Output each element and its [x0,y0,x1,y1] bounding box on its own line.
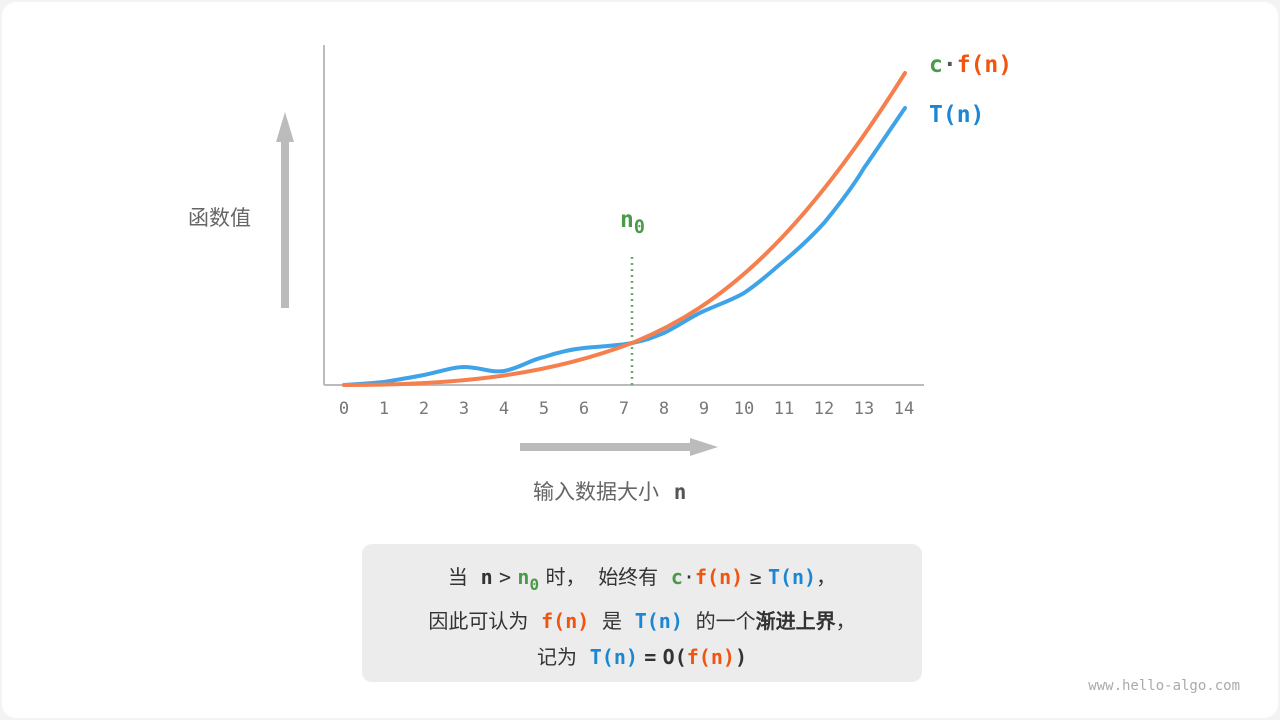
x-tick-label: 10 [734,399,754,419]
caption-comma: ， [835,609,856,633]
legend-f: f(n) [956,52,1013,78]
y-axis-label: 函数值 [188,206,251,230]
x-arrow-shaft [520,443,692,451]
caption-text: 因此可认为 [428,609,529,633]
caption-f: f(n) [686,645,735,669]
caption-text: 记为 [537,645,578,669]
caption-T: T(n) [589,645,638,669]
n0-n: n [620,207,634,233]
x-tick-label: 2 [419,399,429,419]
caption-n0-n: n [517,565,530,589]
caption-line-1: 当 n > n0 时， 始终有 c·f(n) ≥ T(n)， [362,559,922,603]
caption-upper-bound: 渐进上界 [755,609,836,633]
caption-line-2: 因此可认为 f(n) 是 T(n) 的一个渐进上界， [362,603,922,639]
x-ticks: 0 1 2 3 4 5 6 7 8 9 10 11 12 13 14 [339,399,914,419]
x-tick-label: 0 [339,399,349,419]
caption-eq: = [644,645,657,669]
x-tick-label: 14 [894,399,914,419]
caption-box: 当 n > n0 时， 始终有 c·f(n) ≥ T(n)， 因此可认为 f(n… [362,544,922,682]
caption-T: T(n) [634,609,683,633]
x-tick-label: 1 [379,399,389,419]
caption-n: n [480,565,493,589]
n0-label: n0 [620,207,645,238]
legend-T: T(n) [929,102,985,128]
x-tick-label: 13 [854,399,874,419]
legend-c: c [929,52,943,78]
caption-text: 始终有 [598,565,659,589]
caption-line-3: 记为 T(n) = O(f(n)) [362,639,922,675]
caption-text: 的一个 [695,609,756,633]
x-arrow-icon [690,438,718,456]
caption-text: 是 [602,609,622,633]
x-tick-label: 4 [499,399,509,419]
x-tick-label: 7 [619,399,629,419]
x-axis-var: n [673,480,687,504]
caption-gt: > [499,565,512,589]
x-tick-label: 6 [579,399,589,419]
T-curve [342,106,907,387]
n0-subscript: 0 [633,217,645,238]
caption-f: f(n) [541,609,590,633]
caption-n0-sub: 0 [529,575,540,594]
y-arrow-shaft [281,140,289,308]
y-arrow-icon [276,112,294,142]
caption-c: c [670,565,683,589]
legend-dot: · [942,52,957,78]
cf-curve [342,71,907,387]
caption-O-close: ) [734,645,747,669]
caption-O-open: O( [662,645,687,669]
watermark: www.hello-algo.com [1088,678,1240,694]
x-tick-label: 11 [774,399,794,419]
caption-dot: · [682,565,695,589]
caption-n0: n0 [517,565,539,594]
caption-comma: ， [816,565,837,589]
caption-f: f(n) [695,565,744,589]
x-tick-label: 12 [814,399,834,419]
caption-T: T(n) [767,565,817,589]
caption-geq: ≥ [749,565,762,589]
x-tick-label: 9 [699,399,709,419]
x-tick-label: 3 [459,399,469,419]
x-tick-label: 8 [659,399,669,419]
x-tick-label: 5 [539,399,549,419]
x-axis-label: 输入数据大小 n [533,476,686,506]
legend-cf: c·f(n) [929,52,1012,78]
caption-text: 时， [545,565,586,589]
caption-cf: c·f(n) [671,565,743,589]
x-axis-label-text: 输入数据大小 [533,480,659,504]
caption-text: 当 [447,565,468,589]
